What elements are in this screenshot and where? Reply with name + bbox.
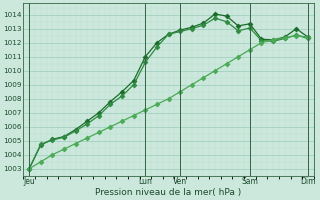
- X-axis label: Pression niveau de la mer( hPa ): Pression niveau de la mer( hPa ): [95, 188, 242, 197]
